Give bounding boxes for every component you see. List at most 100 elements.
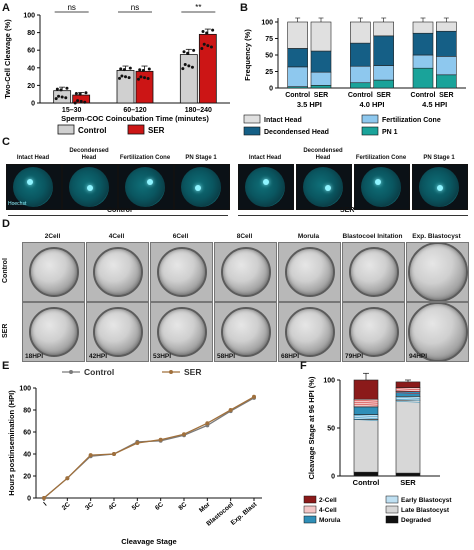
a-sig-label: ns bbox=[131, 3, 139, 12]
panel-d-column-header: Morula bbox=[297, 233, 320, 240]
b-bar-segment bbox=[436, 74, 457, 89]
a-datapoint bbox=[147, 67, 151, 71]
embryo bbox=[407, 243, 468, 301]
a-legend-swatch bbox=[57, 124, 75, 135]
dic-embryo-image bbox=[150, 242, 213, 302]
a-datapoint bbox=[138, 68, 142, 72]
a-datapoint bbox=[146, 76, 150, 80]
a-datapoint bbox=[78, 92, 82, 96]
e-xtick-label: 3C bbox=[84, 501, 95, 512]
panel-c-title: Decondensed Head bbox=[69, 148, 109, 161]
a-ylabel: Two-Cell Cleavage (%) bbox=[3, 19, 12, 99]
embryo bbox=[156, 247, 207, 297]
a-ytick-label: 40 bbox=[27, 65, 35, 72]
a-ytick-label: 60 bbox=[27, 48, 35, 55]
a-datapoint bbox=[200, 46, 204, 50]
nucleus-spot bbox=[147, 179, 153, 185]
a-ytick-label: 20 bbox=[27, 83, 35, 90]
e-xlabel: Cleavage Stage bbox=[121, 537, 176, 546]
a-bar bbox=[135, 70, 154, 104]
f-hatch bbox=[395, 401, 421, 403]
f-hatch bbox=[395, 397, 421, 399]
b-legend-swatch bbox=[361, 114, 379, 124]
a-datapoint bbox=[55, 87, 59, 91]
embryo bbox=[284, 247, 335, 297]
dic-embryo-image bbox=[342, 242, 405, 302]
dic-embryo-image: 58HPI bbox=[214, 302, 277, 362]
a-datapoint bbox=[84, 91, 88, 95]
b-ylabel: Frequency (%) bbox=[243, 29, 252, 81]
b-ytick-label: 75 bbox=[265, 36, 273, 43]
e-ylabel: Hours postinsemination (HPI) bbox=[7, 390, 16, 496]
b-bar-segment bbox=[436, 30, 457, 57]
embryo bbox=[92, 247, 143, 297]
f-hatch bbox=[353, 403, 379, 406]
a-datapoint bbox=[74, 91, 78, 95]
embryo bbox=[284, 307, 335, 357]
a-datapoint bbox=[119, 67, 123, 71]
b-ytick-label: 25 bbox=[265, 69, 273, 76]
b-bar-segment bbox=[436, 56, 457, 76]
fluorescence-image bbox=[6, 164, 62, 210]
f-legend-swatch bbox=[385, 515, 399, 524]
e-xtick-label: 8C bbox=[177, 501, 188, 512]
panel-c-title: Intact Head bbox=[248, 155, 282, 161]
f-ylabel: Cleavage Stage at 96 HPI (%) bbox=[307, 376, 316, 479]
e-datapoint bbox=[158, 437, 163, 442]
fluorescence-image bbox=[174, 164, 230, 210]
b-legend-label: Intact Head bbox=[264, 117, 302, 124]
fluorescence-image bbox=[238, 164, 294, 210]
a-datapoint bbox=[73, 101, 77, 105]
b-bar-segment bbox=[310, 50, 332, 73]
panel-c-title: Intact Head bbox=[16, 155, 50, 161]
a-datapoint bbox=[57, 94, 61, 98]
f-hatch bbox=[353, 419, 379, 421]
a-datapoint bbox=[60, 95, 64, 99]
nucleus-spot bbox=[27, 179, 33, 185]
e-xtick-label: Exp. Blast bbox=[230, 501, 259, 527]
a-datapoint bbox=[190, 65, 194, 69]
e-datapoint bbox=[135, 441, 140, 445]
dic-embryo-image: 42HPI bbox=[86, 302, 149, 362]
hpi-label: 94HPI bbox=[409, 353, 428, 360]
a-datapoint bbox=[122, 68, 126, 72]
dic-embryo-image bbox=[86, 242, 149, 302]
b-legend-label: Fertilization Cone bbox=[382, 117, 441, 124]
dic-embryo-image bbox=[214, 242, 277, 302]
hpi-label: 53HPI bbox=[153, 353, 172, 360]
a-datapoint bbox=[186, 51, 190, 55]
e-ytick-label: 60 bbox=[23, 430, 31, 437]
oocyte bbox=[125, 167, 165, 207]
b-bar-label: Control bbox=[348, 92, 373, 99]
embryo bbox=[28, 247, 79, 297]
nucleus-spot bbox=[375, 179, 381, 185]
oocyte bbox=[361, 167, 401, 207]
b-bar-label: Control bbox=[411, 92, 436, 99]
e-ytick-label: 40 bbox=[23, 452, 31, 459]
f-legend-swatch bbox=[303, 505, 317, 514]
f-hatch bbox=[395, 390, 421, 392]
a-datapoint bbox=[183, 62, 187, 66]
b-group-label: 4.5 HPI bbox=[422, 100, 447, 109]
e-legend-marker bbox=[69, 370, 73, 374]
dic-embryo-image bbox=[278, 242, 341, 302]
control-group-line bbox=[8, 215, 228, 216]
panel-d-column-header: 6Cell bbox=[172, 233, 189, 240]
a-xtick-label: 60–120 bbox=[123, 107, 146, 114]
a-datapoint bbox=[187, 64, 191, 68]
panel-f-chart: 0 50 100 Cleavage Stage at 96 HPI (%) Contro… bbox=[303, 372, 452, 524]
f-bar-segment bbox=[395, 391, 421, 397]
a-datapoint bbox=[79, 99, 83, 103]
a-datapoint bbox=[127, 76, 131, 80]
b-legend-swatch bbox=[243, 114, 261, 124]
b-legend-swatch bbox=[361, 126, 379, 136]
panel-c-group-ser: SER bbox=[340, 207, 355, 214]
a-datapoint bbox=[76, 99, 80, 103]
a-datapoint bbox=[64, 96, 68, 100]
b-bar-label: SER bbox=[314, 92, 328, 99]
f-legend-label: 4-Cell bbox=[319, 507, 337, 514]
f-legend-swatch bbox=[385, 495, 399, 504]
b-bar-segment bbox=[373, 21, 394, 37]
embryo bbox=[28, 307, 79, 357]
panel-c-title: PN Stage 1 bbox=[185, 155, 217, 161]
